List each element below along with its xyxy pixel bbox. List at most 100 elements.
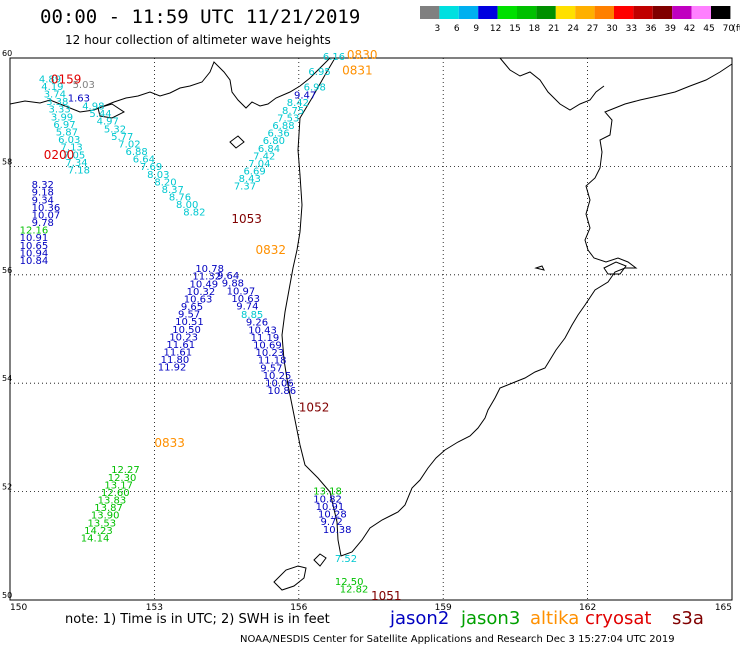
scale-unit: (ft) xyxy=(732,24,740,34)
lat-label: 58 xyxy=(2,157,12,166)
pass-time-label: 0830 xyxy=(347,48,378,62)
wave-height-value: 6.69 xyxy=(243,167,265,178)
scale-swatch xyxy=(614,6,634,19)
wave-height-value: 6.88 xyxy=(126,147,148,158)
pass-time-label: 0832 xyxy=(255,243,286,257)
scale-swatch xyxy=(691,6,711,19)
wave-height-value: 7.04 xyxy=(248,159,270,170)
wave-height-value: 6.16 xyxy=(323,52,345,63)
lat-label: 60 xyxy=(2,49,12,58)
scale-swatch xyxy=(478,6,498,19)
wave-height-value: 7.05 xyxy=(63,150,85,161)
wave-height-value: 6.64 xyxy=(133,155,155,166)
wave-height-value: 12.82 xyxy=(340,584,369,595)
wave-height-value: 9.47 xyxy=(294,91,316,102)
wave-height-value: 12.27 xyxy=(111,465,140,476)
wave-height-value: 5.03 xyxy=(73,80,95,91)
wave-height-value: 10.23 xyxy=(169,332,198,343)
wave-height-value: 6.03 xyxy=(58,135,80,146)
wave-height-value: 8.43 xyxy=(239,174,261,185)
wave-height-value: 10.63 xyxy=(184,294,213,305)
wave-height-value: 7.52 xyxy=(335,554,357,565)
wave-height-value: 9.18 xyxy=(32,188,54,199)
coast-segment xyxy=(229,135,245,149)
wave-height-value: 10.84 xyxy=(20,256,49,267)
pass-time-label: 0833 xyxy=(154,436,185,450)
lon-label: 159 xyxy=(435,603,452,613)
lon-label: 162 xyxy=(579,603,596,613)
map-title: 00:00 - 11:59 UTC 11/21/2019 xyxy=(40,6,361,28)
wave-height-value: 3.33 xyxy=(49,105,71,116)
wave-height-value: 12.16 xyxy=(20,226,49,237)
lon-label: 156 xyxy=(290,603,307,613)
wave-height-value: 10.07 xyxy=(32,210,61,221)
scale-swatch xyxy=(555,6,576,19)
wave-height-value: 7.34 xyxy=(65,158,87,169)
wave-height-value: 11.19 xyxy=(251,333,280,344)
coast-segment xyxy=(273,565,307,591)
lat-label: 50 xyxy=(2,591,12,600)
scale-swatch xyxy=(594,6,614,19)
wave-height-value: 9.65 xyxy=(181,302,203,313)
coast-segment xyxy=(499,57,605,111)
pass-time-label: 1053 xyxy=(231,212,262,226)
wave-height-value: 6.88 xyxy=(272,121,294,132)
wave-height-value: 14.23 xyxy=(84,526,113,537)
wave-height-value: 8.20 xyxy=(154,177,176,188)
wave-height-value: 5.87 xyxy=(56,128,78,139)
wave-height-value: 10.25 xyxy=(263,371,292,382)
scale-label: 6 xyxy=(454,24,460,34)
lon-label: 153 xyxy=(146,603,163,613)
wave-height-value: 13.17 xyxy=(104,480,133,491)
wave-height-value: 8.32 xyxy=(32,180,54,191)
pass-time-label: 1051 xyxy=(371,589,402,603)
wave-height-value: 10.28 xyxy=(318,510,347,521)
wave-height-value: 7.13 xyxy=(61,143,83,154)
wave-height-value: 10.38 xyxy=(323,525,352,536)
lat-label: 54 xyxy=(2,374,12,383)
legend-s3a: s3a xyxy=(672,608,704,629)
wave-height-value: 11.92 xyxy=(158,363,187,374)
wave-height-value: 10.43 xyxy=(248,325,277,336)
wave-height-value: 5.77 xyxy=(111,132,133,143)
wave-height-value: 10.82 xyxy=(313,494,342,505)
wave-height-value: 13.83 xyxy=(98,496,127,507)
scale-label: 24 xyxy=(567,24,579,34)
wave-height-value: 10.63 xyxy=(231,294,260,305)
scale-label: 27 xyxy=(587,24,598,34)
wave-height-value: 10.78 xyxy=(195,264,224,275)
scale-label: 21 xyxy=(548,24,559,34)
wave-height-value: 8.85 xyxy=(241,310,263,321)
wave-height-value: 13.53 xyxy=(87,518,116,529)
wave-height-value: 10.91 xyxy=(316,502,345,513)
wave-height-value: 9.72 xyxy=(320,517,342,528)
wave-height-value: 6.97 xyxy=(53,120,75,131)
wave-height-value: 6.80 xyxy=(263,136,285,147)
scale-label: 9 xyxy=(473,24,479,34)
scale-swatch xyxy=(652,6,673,19)
wave-height-value: 6.84 xyxy=(258,144,280,155)
wave-height-value: 7.69 xyxy=(140,162,162,173)
wave-height-value: 4.89 xyxy=(39,74,61,85)
wave-height-value: 10.65 xyxy=(20,241,49,252)
wave-height-value: 7.42 xyxy=(253,151,275,162)
wave-height-value: 8.00 xyxy=(176,200,198,211)
coast-segment xyxy=(534,265,545,271)
lon-label: 150 xyxy=(10,603,27,613)
wave-height-value: 7.02 xyxy=(118,139,140,150)
legend-jason3: jason3 xyxy=(461,608,521,629)
wave-height-value: 1.63 xyxy=(68,93,90,104)
scale-swatch xyxy=(575,6,595,19)
scale-swatch xyxy=(536,6,556,19)
scale-label: 42 xyxy=(684,24,695,34)
scale-label: 45 xyxy=(703,24,714,34)
map-grid: 150 153 156 159 162 165 60 58 56 54 52 50 xyxy=(2,49,732,613)
scale-label: 12 xyxy=(490,24,501,34)
wave-height-value: 9.26 xyxy=(246,318,268,329)
wave-height-value: 9.34 xyxy=(32,195,54,206)
wave-height-value: 5.44 xyxy=(89,109,111,120)
scale-swatch xyxy=(672,6,692,19)
wave-height-value: 12.60 xyxy=(101,488,130,499)
wave-height-value: 5.32 xyxy=(104,124,126,135)
